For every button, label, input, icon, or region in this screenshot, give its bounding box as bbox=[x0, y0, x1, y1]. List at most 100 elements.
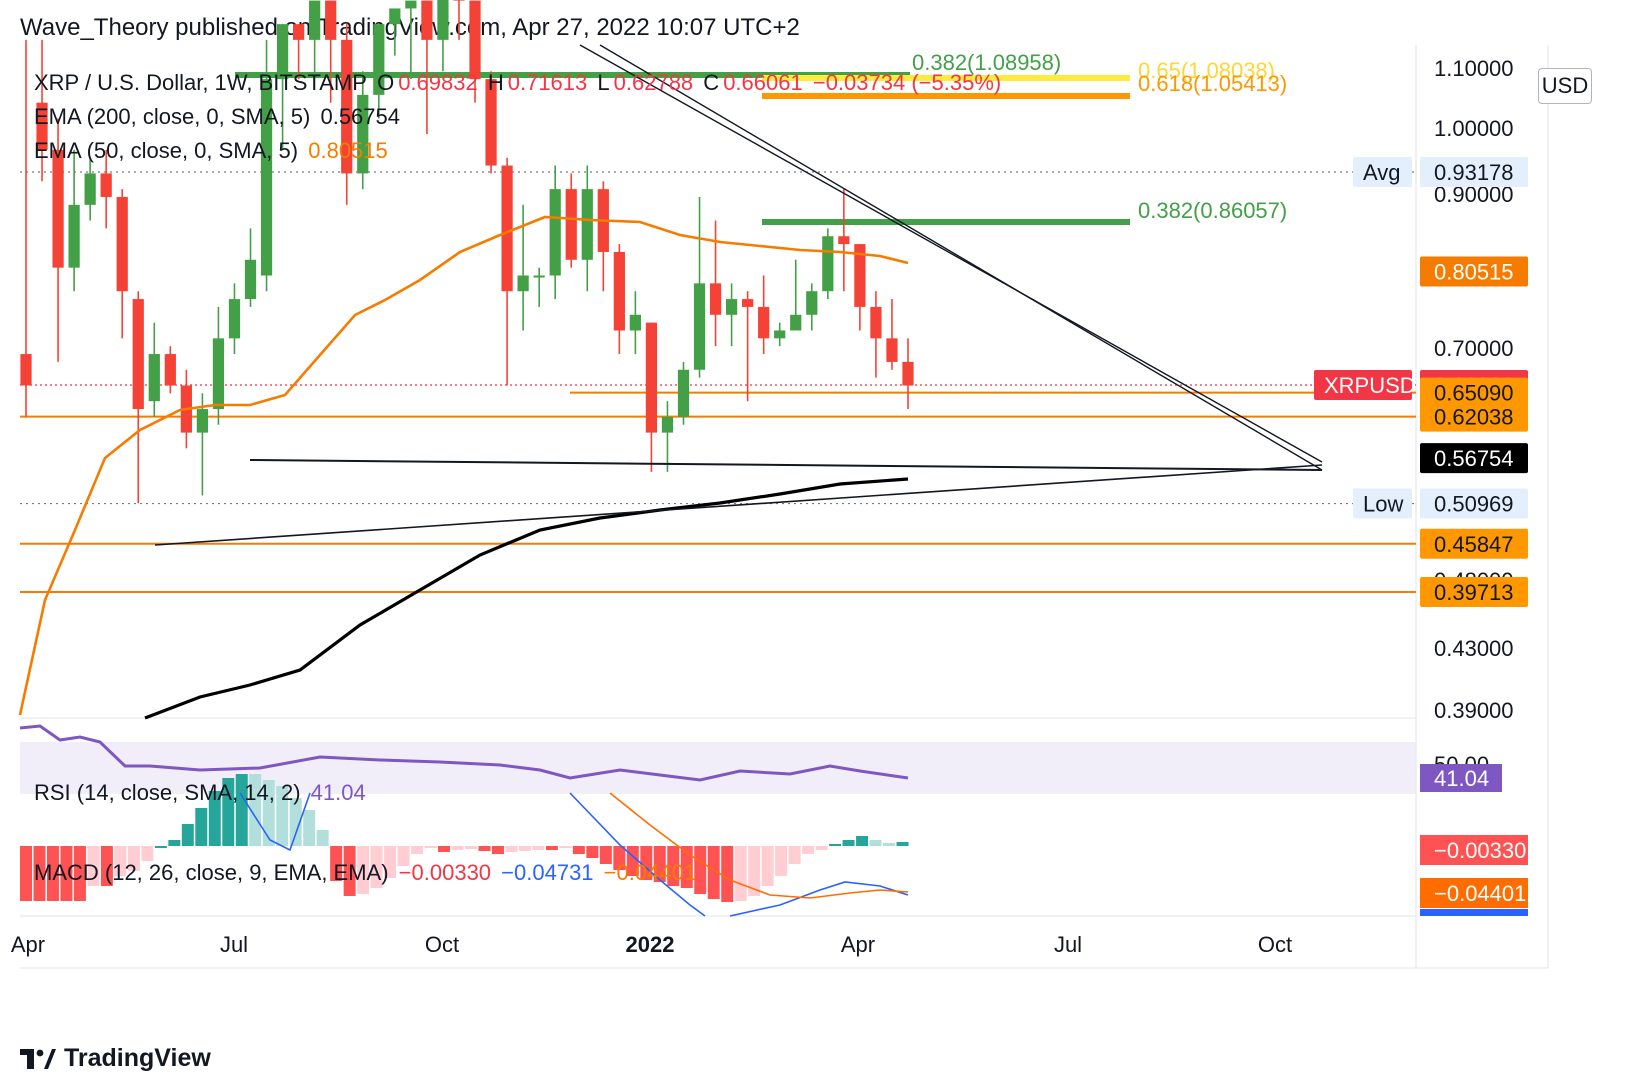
candle bbox=[870, 291, 882, 378]
candle bbox=[293, 24, 305, 80]
candle bbox=[276, 24, 289, 150]
macd-hist-tag-text: −0.00330 bbox=[1434, 838, 1526, 863]
candle-body bbox=[517, 275, 529, 292]
candle bbox=[645, 322, 658, 472]
candle bbox=[357, 71, 369, 190]
candle-body bbox=[725, 299, 738, 315]
candle-body bbox=[421, 0, 433, 40]
candle bbox=[661, 401, 674, 472]
close-label: C bbox=[703, 70, 720, 95]
macd-hist-bar bbox=[195, 808, 208, 846]
rsi-value-tag bbox=[1420, 764, 1502, 792]
publish-header: Wave_Theory published on TradingView.com… bbox=[20, 14, 800, 41]
y-tick-label: 1.00000 bbox=[1434, 116, 1514, 141]
rsi-label: RSI (14, close, SMA, 14, 2) bbox=[34, 780, 301, 805]
macd-hist-bar bbox=[545, 846, 558, 850]
ema50-line bbox=[18, 215, 909, 716]
price-tag-value: 0.65090 bbox=[1434, 381, 1514, 406]
candle-body bbox=[373, 24, 385, 95]
macd-hist-bar bbox=[586, 846, 599, 858]
x-tick-label: Oct bbox=[425, 932, 459, 957]
candle-body bbox=[902, 361, 914, 386]
macd-hist-bar bbox=[505, 846, 518, 852]
macd-line-tag bbox=[1420, 909, 1528, 916]
macd-hist-bar bbox=[438, 846, 451, 852]
candle-body bbox=[758, 306, 770, 339]
macd-hist-bar bbox=[289, 798, 302, 846]
rsi-line bbox=[19, 724, 909, 782]
macd-hist-bar bbox=[518, 846, 531, 851]
candle-body bbox=[501, 165, 513, 292]
y-tick-label: 0.70000 bbox=[1434, 336, 1514, 361]
trendline-upper-2 bbox=[599, 44, 1323, 471]
macd-hist-bar bbox=[532, 846, 545, 850]
candle-body bbox=[36, 102, 48, 150]
price-tag bbox=[1420, 401, 1528, 432]
currency-button[interactable]: USD bbox=[1538, 68, 1592, 104]
candle bbox=[822, 228, 834, 300]
candle-body bbox=[469, 0, 481, 80]
candle bbox=[244, 228, 257, 307]
price-tag-value: 0.93178 bbox=[1434, 160, 1514, 185]
candle-body bbox=[148, 354, 160, 402]
macd-signal-tag-text: −0.04401 bbox=[1434, 881, 1526, 906]
price-tag-value: 0.39713 bbox=[1434, 580, 1514, 605]
macd-hist-bar bbox=[60, 846, 73, 901]
high-value: 0.71613 bbox=[507, 70, 588, 95]
x-tick-label: Apr bbox=[841, 932, 875, 957]
macd-hist-bar bbox=[276, 786, 289, 846]
candle bbox=[341, 24, 353, 205]
candle-body bbox=[613, 251, 625, 331]
close-value: 0.66061 bbox=[723, 70, 803, 95]
macd-hist-bar bbox=[748, 846, 761, 896]
ema200-line bbox=[144, 477, 909, 720]
candle-body bbox=[453, 0, 465, 1]
trendline-lower bbox=[154, 464, 1323, 546]
macd-hist-bar bbox=[626, 846, 639, 876]
ema50-label: EMA (50, close, 0, SMA, 5) bbox=[34, 138, 299, 163]
macd-hist-bar bbox=[357, 846, 370, 894]
candle bbox=[228, 283, 241, 355]
candle bbox=[52, 118, 64, 362]
candle-body bbox=[228, 299, 241, 339]
macd-hist-bar bbox=[222, 778, 235, 846]
candle-body bbox=[20, 354, 32, 386]
candle bbox=[725, 283, 738, 347]
candle bbox=[116, 189, 128, 339]
macd-line-segment-3 bbox=[729, 881, 909, 917]
macd-hist-bar bbox=[87, 846, 100, 886]
macd-hist-bar bbox=[127, 846, 140, 871]
macd-hist-bar bbox=[141, 846, 154, 861]
x-tick-label: 2022 bbox=[626, 932, 675, 957]
price-tag-name-box bbox=[1353, 488, 1412, 519]
macd-hist-bar bbox=[667, 846, 680, 886]
rsi-value: 41.04 bbox=[310, 780, 366, 805]
price-tag-value: 0.50969 bbox=[1434, 492, 1514, 517]
macd-hist-tag bbox=[1420, 835, 1528, 865]
candle bbox=[148, 322, 160, 417]
macd-hist-bar bbox=[734, 846, 747, 901]
candle bbox=[597, 181, 609, 292]
candle bbox=[533, 267, 545, 307]
candle bbox=[613, 244, 625, 355]
candle-body bbox=[357, 94, 369, 174]
macd-hist-bar bbox=[154, 846, 167, 848]
low-label: L bbox=[597, 70, 610, 95]
candle bbox=[693, 196, 706, 378]
open-label: O bbox=[377, 70, 395, 95]
macd-label: MACD (12, 26, close, 9, EMA, EMA) bbox=[34, 860, 389, 885]
macd-hist-bar bbox=[397, 846, 410, 866]
candle-body bbox=[132, 299, 144, 410]
candle-body bbox=[549, 189, 561, 276]
candle-body bbox=[309, 0, 321, 40]
candle bbox=[20, 39, 32, 417]
x-tick-label: Apr bbox=[11, 932, 45, 957]
candle-body bbox=[485, 79, 497, 166]
candle-body bbox=[437, 0, 449, 40]
candle-body bbox=[389, 8, 401, 25]
candle-body bbox=[100, 173, 112, 197]
candle-body bbox=[693, 283, 706, 370]
macd-hist-bar bbox=[653, 846, 666, 882]
ema50-value: 0.80515 bbox=[308, 138, 388, 163]
